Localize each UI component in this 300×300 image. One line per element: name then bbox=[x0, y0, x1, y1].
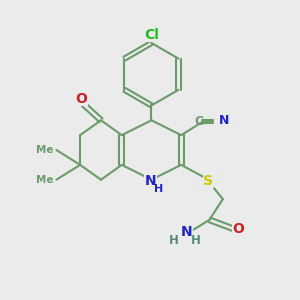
Text: N: N bbox=[145, 174, 157, 188]
Text: Me: Me bbox=[37, 145, 54, 155]
Text: S: S bbox=[203, 174, 213, 188]
Text: Me: Me bbox=[37, 175, 54, 185]
Text: C: C bbox=[195, 115, 204, 128]
Text: Cl: Cl bbox=[144, 28, 159, 42]
Text: H: H bbox=[154, 184, 164, 194]
Text: N: N bbox=[219, 114, 229, 127]
Text: O: O bbox=[232, 222, 244, 236]
Text: H: H bbox=[190, 234, 200, 247]
Text: N: N bbox=[181, 225, 192, 239]
Text: H: H bbox=[169, 234, 179, 247]
Text: O: O bbox=[76, 92, 88, 106]
